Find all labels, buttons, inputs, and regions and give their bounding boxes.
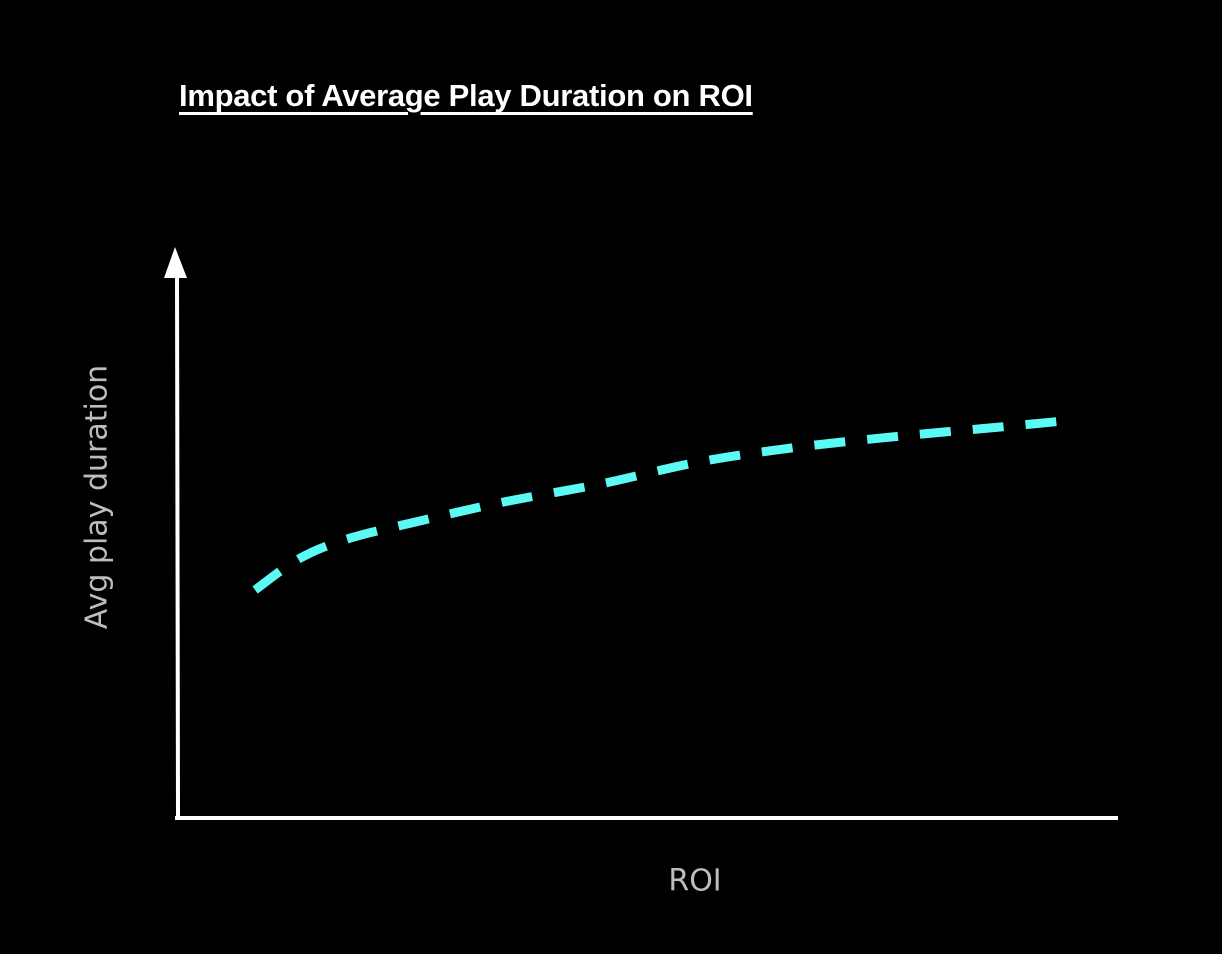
dashed-trend-line bbox=[252, 416, 1062, 594]
chart-axes bbox=[164, 247, 1118, 820]
chart-title: Impact of Average Play Duration on ROI bbox=[179, 78, 753, 113]
y-axis-arrow-icon bbox=[164, 247, 187, 278]
y-axis-label: Avg play duration bbox=[79, 364, 115, 630]
x-axis-label: ROI bbox=[668, 863, 722, 899]
y-axis-line bbox=[175, 271, 180, 819]
